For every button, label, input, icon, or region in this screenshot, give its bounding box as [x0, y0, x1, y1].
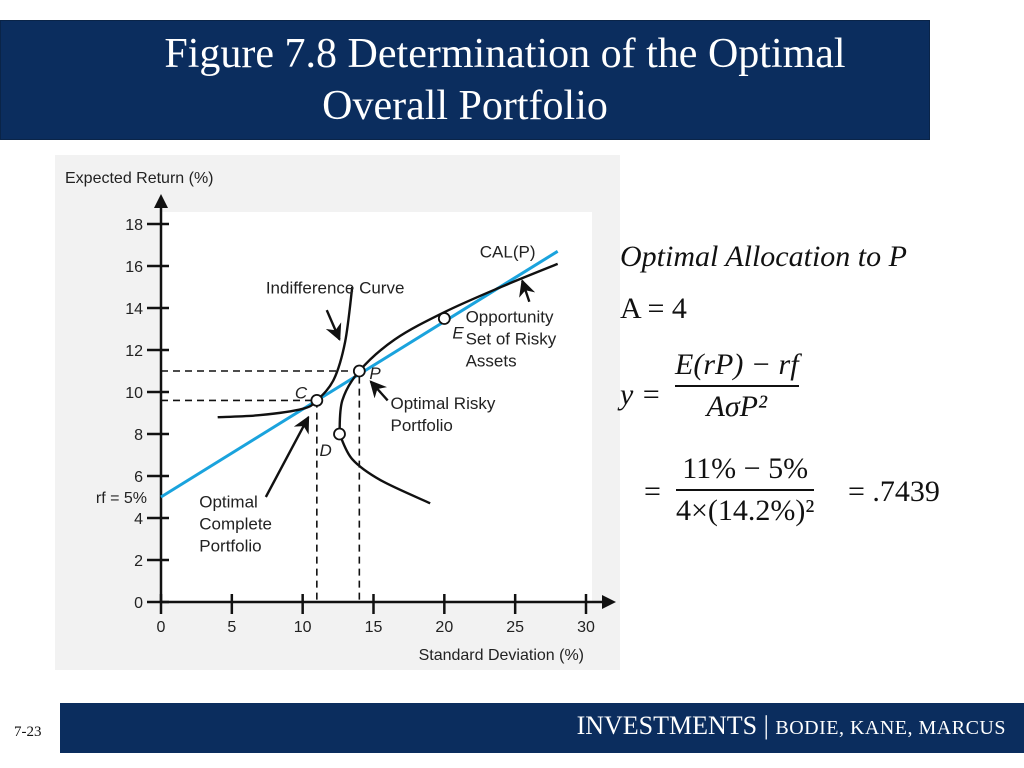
- formula-y-fraction: E(rP) − rf AσP²: [675, 348, 799, 424]
- y-tick-label: 8: [134, 427, 143, 444]
- x-tick-label: 0: [157, 619, 166, 636]
- annotation-text: Optimal Risky: [391, 394, 496, 413]
- portfolio-point: [333, 427, 346, 441]
- formula-number-numerator: 11% − 5%: [682, 452, 809, 485]
- annotation-arrow: [519, 279, 536, 303]
- y-tick-label: 18: [125, 217, 143, 234]
- footer-main: INVESTMENTS: [576, 711, 758, 740]
- x-axis-label: Standard Deviation (%): [419, 647, 584, 664]
- x-tick-label: 25: [506, 619, 524, 636]
- annotation-arrow: [325, 309, 342, 342]
- curve-line: [338, 262, 559, 435]
- portfolio-point: [352, 364, 366, 378]
- annotation-text: Complete: [199, 515, 272, 534]
- x-tick-label: 20: [435, 619, 453, 636]
- y-tick-label: 10: [125, 385, 143, 402]
- formula-number-denominator: 4×(14.2%)²: [676, 493, 815, 527]
- plot-background: [161, 212, 592, 602]
- x-tick-label: 5: [227, 619, 236, 636]
- y-tick-label: 12: [125, 343, 143, 360]
- y-tick-label: 14: [125, 301, 143, 318]
- guide-dashed-line: [161, 399, 318, 602]
- point-label: D: [320, 441, 332, 460]
- annotation-text: CAL(P): [480, 243, 536, 262]
- annotation-text: Portfolio: [199, 537, 261, 556]
- point-label: E: [452, 324, 464, 343]
- formula-risk-aversion: A = 4: [620, 292, 687, 325]
- annotation-text: Optimal: [199, 493, 258, 512]
- annotation-arrow: [264, 415, 310, 498]
- footer-bar: INVESTMENTS | BODIE, KANE, MARCUS: [60, 703, 1024, 753]
- formula-y-numerator: E(rP) − rf: [675, 348, 799, 381]
- formula-result: = .7439: [848, 475, 940, 508]
- chart-panel: 0 2 4 6 8 10 12 14 16 18 0 5 10 15 20 25 30 Expected Retu…: [55, 155, 620, 670]
- fraction-bar: [676, 489, 815, 491]
- y-axis-arrow: [154, 194, 168, 208]
- annotation-text: Portfolio: [391, 416, 453, 435]
- title-bar: Figure 7.8 Determination of the Optimal …: [0, 20, 930, 140]
- portfolio-point: [310, 393, 324, 407]
- annotation-text: Opportunity: [466, 308, 554, 327]
- rf-label: rf = 5%: [96, 490, 147, 507]
- portfolio-point: [437, 312, 451, 325]
- curve-line: [338, 433, 431, 505]
- formula-y-lhs: y =: [620, 378, 662, 411]
- point-label: P: [369, 364, 381, 383]
- annotation-text: Set of Risky: [466, 330, 557, 349]
- point-label: C: [295, 383, 308, 402]
- y-tick-label: 16: [125, 259, 143, 276]
- x-tick-label: 15: [365, 619, 383, 636]
- y-tick-label: 4: [134, 511, 143, 528]
- chart: 0 2 4 6 8 10 12 14 16 18 0 5 10 15 20 25 30 Expected Retu…: [65, 170, 616, 664]
- page-number: 7-23: [14, 724, 42, 740]
- x-axis-arrow: [602, 595, 616, 609]
- annotation-text: Assets: [466, 352, 517, 371]
- y-tick-label: 6: [134, 469, 143, 486]
- formula-heading: Optimal Allocation to P: [620, 240, 907, 273]
- formula-y-denominator: AσP²: [706, 389, 767, 423]
- footer-authors: BODIE, KANE, MARCUS: [775, 717, 1006, 739]
- y-axis-label: Expected Return (%): [65, 170, 214, 187]
- x-tick-label: 30: [577, 619, 595, 636]
- annotation-arrow: [369, 380, 389, 402]
- formula-eq-sign: =: [644, 475, 661, 508]
- fraction-bar: [675, 385, 799, 387]
- annotation-text: Indifference Curve: [266, 278, 405, 297]
- y-tick-label: 2: [134, 553, 143, 570]
- x-tick-label: 10: [294, 619, 312, 636]
- footer-separator: |: [757, 711, 776, 740]
- slide-title-line2: Overall Portfolio: [322, 83, 608, 129]
- y-tick-label: 0: [134, 595, 143, 612]
- formula-number-fraction: 11% − 5% 4×(14.2%)²: [676, 452, 815, 528]
- footer-text: INVESTMENTS | BODIE, KANE, MARCUS: [577, 711, 1006, 741]
- slide-title-line1: Figure 7.8 Determination of the Optimal: [164, 31, 846, 77]
